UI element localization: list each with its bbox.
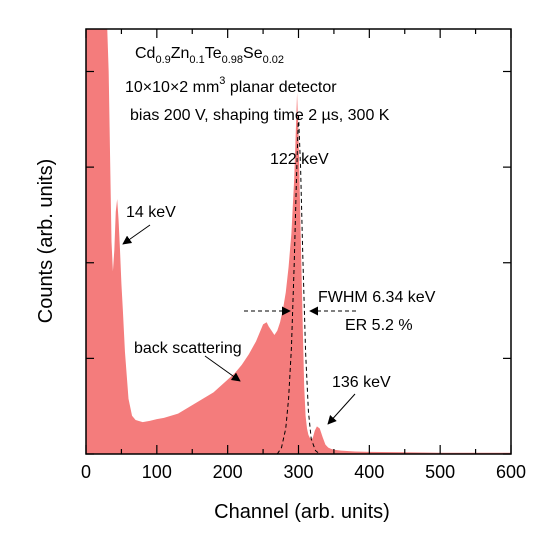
arrow-14kev [122, 224, 151, 245]
x-axis-label: Channel (arb. units) [214, 501, 390, 523]
arrow-136kev [327, 393, 356, 425]
peak-136-label: 136 keV [332, 374, 391, 391]
er-label: ER 5.2 % [345, 317, 413, 334]
x-tick-label: 300 [283, 462, 313, 482]
x-tick-label: 200 [213, 462, 243, 482]
peak-14-label: 14 keV [126, 204, 176, 221]
y-axis-label: Counts (arb. units) [35, 159, 57, 324]
gaussian-fit-line [276, 113, 321, 454]
detector-spec: 10×10×2 mm3 planar detector [125, 75, 337, 96]
x-tick-label: 100 [142, 462, 172, 482]
spectrum-area [86, 29, 511, 454]
x-tick-label: 0 [81, 462, 91, 482]
back-scattering-label: back scattering [134, 340, 242, 357]
x-ticks: 0 100 200 300 400 500 600 [81, 29, 526, 482]
material-formula: Cd0.9Zn0.1Te0.98Se0.02 [135, 45, 284, 66]
x-tick-label: 500 [425, 462, 455, 482]
peak-122-label: 122 keV [270, 151, 329, 168]
measurement-conditions: bias 200 V, shaping time 2 µs, 300 K [130, 107, 390, 124]
fwhm-label: FWHM 6.34 keV [318, 289, 436, 306]
arrow-back-scattering [204, 355, 241, 382]
x-tick-label: 400 [354, 462, 384, 482]
y-ticks [86, 70, 511, 455]
x-tick-label: 600 [496, 462, 526, 482]
